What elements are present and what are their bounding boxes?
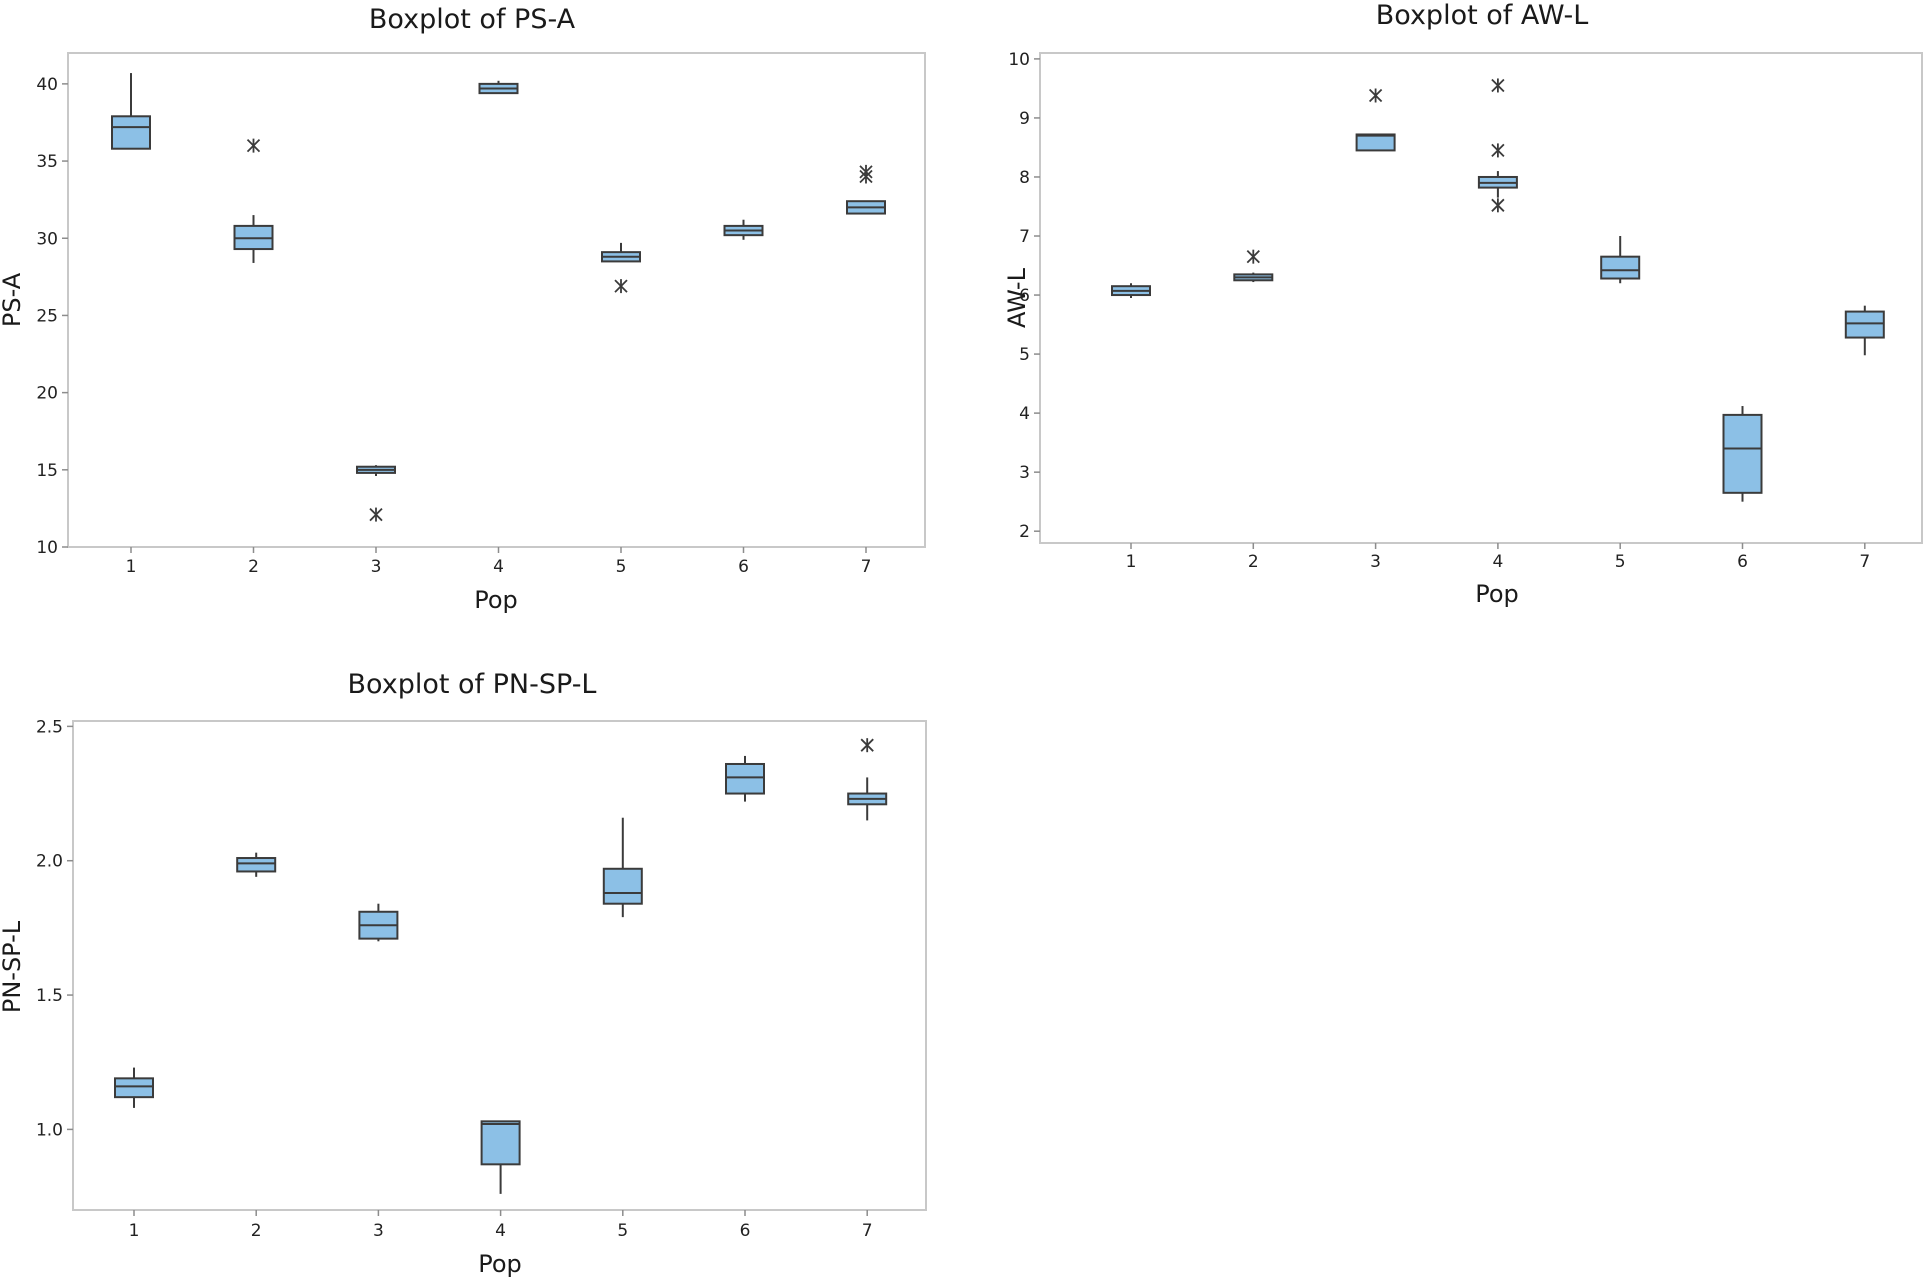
boxplot-pn-sp-l-pop-6: [725, 755, 765, 802]
chart-title-pn-sp-l: Boxplot of PN-SP-L: [348, 669, 597, 700]
iqr-box: [114, 1077, 154, 1099]
outlier-marker: [859, 164, 873, 179]
y-tick-label-ps-a: 40: [36, 75, 58, 95]
x-tick-label-pn-sp-l: 5: [617, 1221, 628, 1241]
x-tick-label-aw-l: 7: [1859, 552, 1870, 572]
iqr-box: [725, 762, 765, 795]
y-tick-label-pn-sp-l: 2.5: [36, 717, 63, 737]
chart-title-aw-l: Boxplot of AW-L: [1376, 0, 1589, 31]
outlier-marker: [1491, 143, 1505, 158]
boxplot-pn-sp-l-pop-2: [236, 852, 277, 877]
y-tick-label-ps-a: 25: [36, 306, 58, 326]
x-tick-label-aw-l: 6: [1737, 552, 1748, 572]
y-axis-title-pn-sp-l: PN-SP-L: [0, 920, 26, 1013]
x-tick-label-ps-a: 1: [126, 557, 137, 577]
boxplot-ps-a-pop-5: [601, 242, 641, 294]
boxplot-ps-a-pop-1: [111, 73, 151, 150]
y-tick-label-aw-l: 3: [1019, 463, 1030, 483]
x-tick-label-aw-l: 3: [1370, 552, 1381, 572]
boxplot-ps-a-pop-6: [723, 219, 764, 240]
plot-frame-pn-sp-l: [72, 720, 927, 1211]
y-tick-label-ps-a: 15: [36, 461, 58, 481]
boxplot-aw-l-pop-3: [1355, 88, 1396, 152]
boxplot-pn-sp-l-pop-4: [480, 1120, 521, 1194]
y-tick-label-pn-sp-l: 1.0: [36, 1120, 63, 1140]
boxplot-aw-l-pop-1: [1111, 283, 1151, 298]
x-axis-title-pn-sp-l: Pop: [478, 1250, 522, 1278]
outlier-marker: [369, 507, 383, 522]
x-tick-label-pn-sp-l: 4: [495, 1221, 506, 1241]
outlier-marker: [614, 279, 628, 294]
x-tick-label-ps-a: 5: [616, 557, 627, 577]
x-tick-label-pn-sp-l: 3: [373, 1221, 384, 1241]
boxplot-pn-sp-l-pop-3: [358, 903, 399, 942]
boxplot-aw-l-pop-6: [1722, 406, 1763, 502]
x-axis-title-ps-a: Pop: [474, 586, 518, 614]
outlier-marker: [246, 138, 261, 153]
chart-aw-l: Boxplot of AW-L Pop AW-L 2 3 4 5 6 7 8 9 10 1 2 3 4 5…: [1003, 0, 1923, 608]
y-tick-label-ps-a: 30: [36, 229, 58, 249]
boxplot-ps-a-pop-7: [846, 164, 886, 215]
y-tick-label-aw-l: 4: [1019, 404, 1030, 424]
plot-frame-ps-a: [67, 52, 926, 548]
x-tick-label-pn-sp-l: 1: [129, 1221, 140, 1241]
y-axis-title-ps-a: PS-A: [0, 272, 26, 327]
iqr-box: [480, 1120, 521, 1166]
chart-ps-a: Boxplot of PS-A Pop PS-A 101520253035401…: [0, 4, 926, 614]
boxplot-pn-sp-l-pop-1: [114, 1067, 154, 1108]
outlier-marker: [1491, 198, 1505, 213]
y-tick-label-pn-sp-l: 2.0: [36, 852, 63, 872]
y-tick-label-aw-l: 7: [1019, 227, 1030, 247]
x-tick-label-pn-sp-l: 6: [740, 1221, 751, 1241]
y-tick-label-aw-l: 8: [1019, 168, 1030, 188]
chart-title-ps-a: Boxplot of PS-A: [369, 4, 576, 35]
outlier-marker: [860, 738, 874, 753]
iqr-box: [236, 857, 277, 873]
x-tick-label-aw-l: 5: [1615, 552, 1626, 572]
x-tick-label-ps-a: 2: [248, 557, 259, 577]
y-tick-label-pn-sp-l: 1.5: [36, 986, 63, 1006]
x-axis-title-aw-l: Pop: [1475, 580, 1519, 608]
y-tick-label-aw-l: 2: [1019, 522, 1030, 542]
outlier-marker: [1491, 78, 1505, 93]
y-tick-label-aw-l: 5: [1019, 345, 1030, 365]
chart-pn-sp-l: Boxplot of PN-SP-L Pop PN-SP-L 1.0 1.5 2.0…: [0, 669, 927, 1278]
y-tick-label-ps-a: 20: [36, 384, 58, 404]
boxplot-ps-a-pop-4: [478, 80, 519, 95]
boxplot-aw-l-pop-5: [1600, 236, 1641, 284]
y-tick-label-aw-l: 10: [1008, 50, 1030, 70]
iqr-box: [1355, 133, 1396, 152]
y-tick-label-ps-a: 35: [36, 152, 58, 172]
iqr-box: [111, 115, 151, 150]
boxplot-aw-l-pop-7: [1844, 305, 1885, 356]
y-tick-label-aw-l: 6: [1019, 286, 1030, 306]
outlier-marker: [1368, 88, 1383, 103]
boxplot-aw-l-pop-4: [1477, 78, 1518, 213]
iqr-box: [1722, 413, 1763, 494]
y-tick-label-ps-a: 10: [36, 538, 58, 558]
x-tick-label-ps-a: 7: [861, 557, 872, 577]
x-tick-label-ps-a: 3: [371, 557, 382, 577]
x-tick-label-pn-sp-l: 7: [862, 1221, 873, 1241]
plot-frame-aw-l: [1039, 52, 1923, 544]
y-axis-title-aw-l: AW-L: [1003, 267, 1031, 328]
boxplot-ps-a-pop-3: [356, 465, 396, 522]
x-tick-label-aw-l: 4: [1492, 552, 1503, 572]
x-tick-label-aw-l: 1: [1126, 552, 1137, 572]
x-tick-label-ps-a: 4: [493, 557, 504, 577]
iqr-box: [1600, 255, 1641, 280]
boxplot-pn-sp-l-pop-5: [602, 817, 643, 918]
iqr-box: [1844, 310, 1885, 339]
x-tick-label-pn-sp-l: 2: [251, 1221, 262, 1241]
x-tick-label-ps-a: 6: [738, 557, 749, 577]
iqr-box: [602, 867, 643, 905]
x-tick-label-aw-l: 2: [1248, 552, 1259, 572]
boxplot-ps-a-pop-2: [233, 138, 274, 263]
y-tick-label-aw-l: 9: [1019, 109, 1030, 129]
outlier-marker: [1246, 249, 1260, 264]
boxplot-pn-sp-l-pop-7: [847, 738, 888, 821]
boxplot-aw-l-pop-2: [1233, 249, 1274, 283]
